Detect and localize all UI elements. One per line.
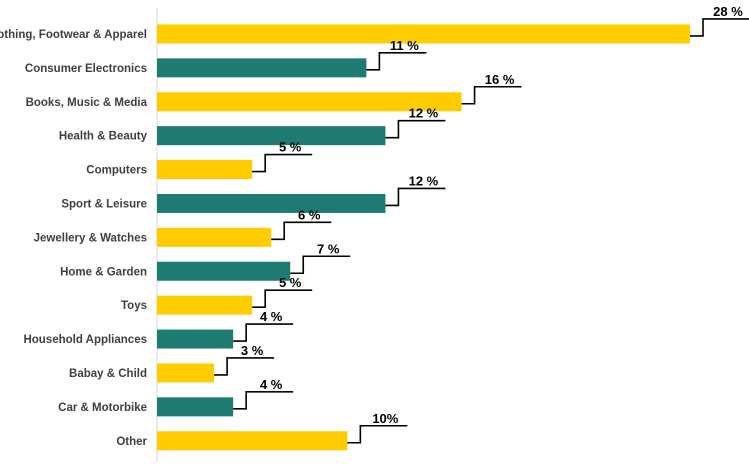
value-leader-line — [347, 424, 408, 444]
value-leader-line — [461, 85, 522, 105]
category-label: Clothing, Footwear & Apparel — [0, 29, 147, 41]
bar — [157, 397, 234, 417]
data-label: 28 % — [713, 4, 743, 19]
value-leader-line — [290, 255, 351, 275]
value-leader-line — [366, 52, 427, 71]
data-label: 16 % — [485, 72, 515, 87]
data-label: 4 % — [260, 309, 283, 324]
bar — [157, 24, 690, 44]
data-label: 7 % — [317, 241, 340, 256]
data-label: 5 % — [279, 140, 302, 155]
bar — [157, 363, 215, 383]
data-label: 3 % — [241, 343, 264, 358]
data-label: 5 % — [279, 275, 302, 290]
data-label: 12 % — [409, 106, 439, 121]
data-label: 11 % — [390, 38, 419, 53]
bar — [157, 295, 253, 315]
category-label: Household Appliances — [23, 334, 147, 346]
category-label: Consumer Electronics — [25, 63, 147, 75]
data-label: 4 % — [260, 377, 283, 392]
category-label: Jewellery & Watches — [34, 232, 147, 244]
category-label: Home & Garden — [60, 266, 147, 278]
data-label: 12 % — [409, 173, 439, 188]
category-label: Other — [116, 436, 147, 448]
category-label: Sport & Leisure — [61, 198, 147, 210]
value-leader-line — [385, 187, 446, 207]
value-leader-line — [233, 391, 294, 410]
value-leader-line — [214, 357, 275, 376]
bar — [157, 92, 462, 112]
bar — [157, 261, 291, 281]
bar — [157, 193, 386, 213]
bar — [157, 431, 348, 451]
data-label: 10% — [372, 411, 398, 426]
value-leader-line — [252, 289, 313, 308]
category-label: Computers — [86, 165, 147, 177]
category-label: Car & Motorbike — [58, 402, 147, 414]
data-label: 6 % — [298, 207, 321, 222]
category-label: Books, Music & Media — [26, 97, 148, 109]
bar — [157, 227, 272, 247]
category-label: Toys — [121, 300, 147, 312]
value-leader-line — [271, 221, 332, 241]
value-leader-line — [233, 323, 294, 342]
bar — [157, 160, 253, 180]
value-leader-line — [385, 119, 446, 139]
bar — [157, 126, 386, 146]
bar — [157, 58, 367, 78]
value-leader-line — [252, 153, 313, 173]
value-leader-line — [690, 18, 749, 37]
category-label: Babay & Child — [69, 368, 147, 380]
category-label: Health & Beauty — [59, 131, 148, 143]
bar — [157, 329, 234, 349]
